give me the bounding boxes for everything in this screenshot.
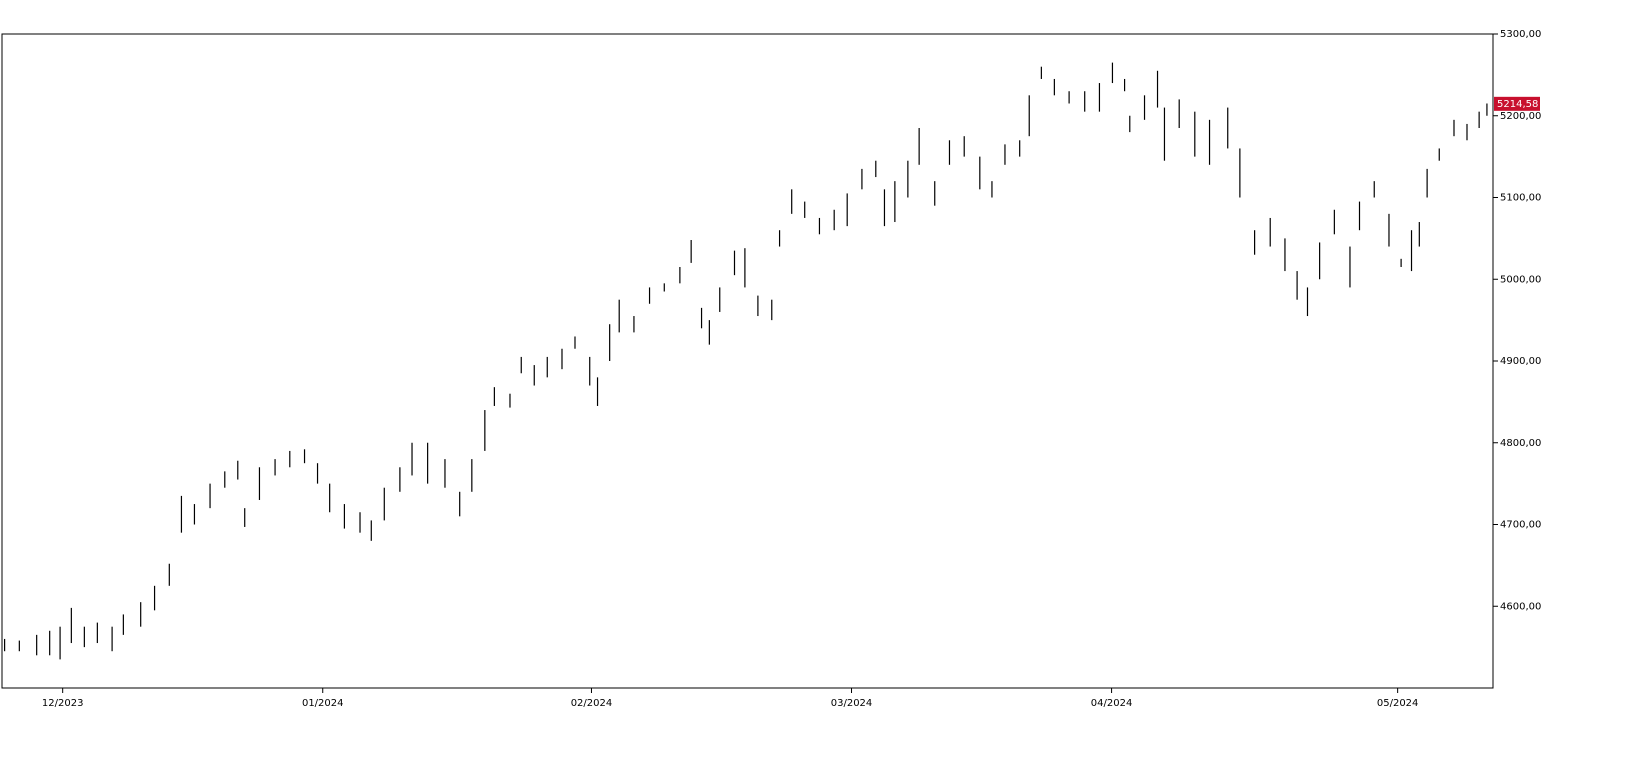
y-tick-label: 5300,00 — [1500, 29, 1541, 40]
x-tick-label: 12/2023 — [42, 698, 84, 709]
x-tick-label: 02/2024 — [571, 698, 613, 709]
x-tick-label: 03/2024 — [831, 698, 873, 709]
y-tick-label: 4600,00 — [1500, 601, 1541, 612]
y-tick-label: 5000,00 — [1500, 274, 1541, 285]
plot-frame — [1, 33, 1494, 689]
y-tick-label: 5200,00 — [1500, 111, 1541, 122]
y-tick-label: 4900,00 — [1500, 356, 1541, 367]
y-tick-label: 4800,00 — [1500, 438, 1541, 449]
x-tick-label: 05/2024 — [1377, 698, 1419, 709]
y-tick-label: 5100,00 — [1500, 193, 1541, 204]
last-price-box — [1494, 96, 1540, 111]
y-tick-label: 4700,00 — [1500, 520, 1541, 531]
last-price-label: 5214,58 — [1497, 99, 1538, 110]
x-tick-label: 04/2024 — [1091, 698, 1133, 709]
x-tick-label: 01/2024 — [302, 698, 344, 709]
